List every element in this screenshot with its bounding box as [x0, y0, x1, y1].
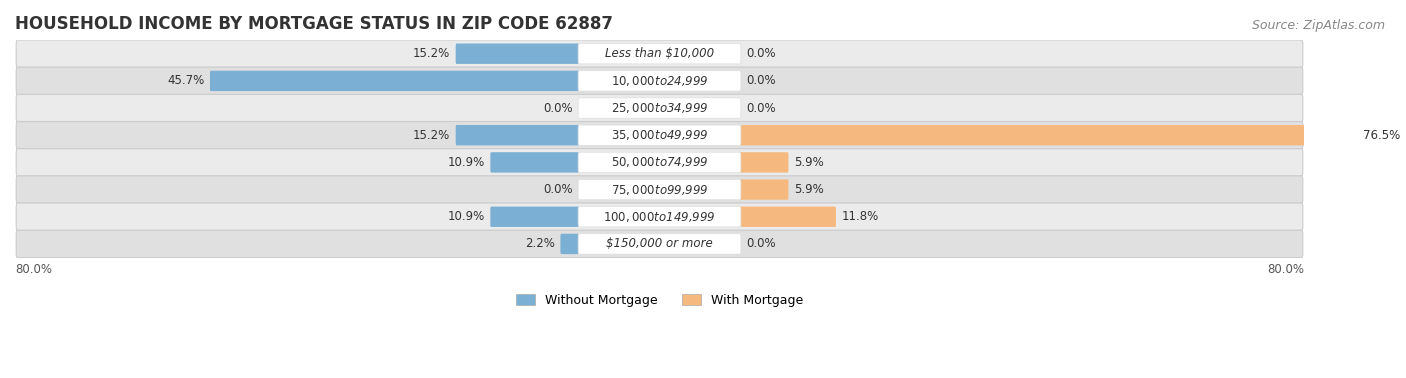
FancyBboxPatch shape — [456, 125, 579, 146]
Text: 11.8%: 11.8% — [842, 210, 879, 223]
FancyBboxPatch shape — [561, 234, 579, 254]
FancyBboxPatch shape — [17, 176, 1303, 203]
FancyBboxPatch shape — [17, 203, 1303, 231]
Text: 2.2%: 2.2% — [524, 237, 555, 251]
Text: $150,000 or more: $150,000 or more — [606, 237, 713, 251]
Text: $10,000 to $24,999: $10,000 to $24,999 — [610, 74, 709, 88]
Text: 15.2%: 15.2% — [413, 129, 450, 142]
Text: $35,000 to $49,999: $35,000 to $49,999 — [610, 128, 709, 142]
FancyBboxPatch shape — [578, 43, 741, 64]
FancyBboxPatch shape — [578, 152, 741, 173]
FancyBboxPatch shape — [491, 152, 579, 173]
Text: $100,000 to $149,999: $100,000 to $149,999 — [603, 210, 716, 224]
FancyBboxPatch shape — [209, 71, 579, 91]
Text: 45.7%: 45.7% — [167, 74, 204, 87]
FancyBboxPatch shape — [578, 71, 741, 91]
Text: 15.2%: 15.2% — [413, 47, 450, 60]
FancyBboxPatch shape — [17, 230, 1303, 258]
Text: 10.9%: 10.9% — [447, 156, 485, 169]
FancyBboxPatch shape — [17, 40, 1303, 67]
FancyBboxPatch shape — [491, 206, 579, 227]
FancyBboxPatch shape — [578, 125, 741, 146]
Text: 76.5%: 76.5% — [1362, 129, 1400, 142]
FancyBboxPatch shape — [740, 206, 837, 227]
Text: $75,000 to $99,999: $75,000 to $99,999 — [610, 183, 709, 197]
FancyBboxPatch shape — [17, 121, 1303, 149]
Text: 10.9%: 10.9% — [447, 210, 485, 223]
Legend: Without Mortgage, With Mortgage: Without Mortgage, With Mortgage — [510, 289, 808, 312]
FancyBboxPatch shape — [17, 94, 1303, 122]
Text: 80.0%: 80.0% — [15, 263, 52, 276]
Text: $25,000 to $34,999: $25,000 to $34,999 — [610, 101, 709, 115]
FancyBboxPatch shape — [578, 234, 741, 254]
FancyBboxPatch shape — [17, 149, 1303, 176]
FancyBboxPatch shape — [740, 125, 1357, 146]
Text: 5.9%: 5.9% — [794, 183, 824, 196]
Text: 5.9%: 5.9% — [794, 156, 824, 169]
FancyBboxPatch shape — [578, 98, 741, 118]
FancyBboxPatch shape — [740, 180, 789, 200]
FancyBboxPatch shape — [456, 43, 579, 64]
FancyBboxPatch shape — [578, 180, 741, 200]
Text: Source: ZipAtlas.com: Source: ZipAtlas.com — [1251, 19, 1385, 32]
Text: 0.0%: 0.0% — [747, 102, 776, 115]
Text: 0.0%: 0.0% — [543, 102, 572, 115]
Text: Less than $10,000: Less than $10,000 — [605, 47, 714, 60]
FancyBboxPatch shape — [740, 152, 789, 173]
Text: 0.0%: 0.0% — [747, 237, 776, 251]
Text: HOUSEHOLD INCOME BY MORTGAGE STATUS IN ZIP CODE 62887: HOUSEHOLD INCOME BY MORTGAGE STATUS IN Z… — [15, 15, 613, 33]
Text: 0.0%: 0.0% — [747, 74, 776, 87]
Text: 0.0%: 0.0% — [747, 47, 776, 60]
FancyBboxPatch shape — [578, 206, 741, 227]
Text: 0.0%: 0.0% — [543, 183, 572, 196]
FancyBboxPatch shape — [17, 67, 1303, 94]
Text: 80.0%: 80.0% — [1267, 263, 1303, 276]
Text: $50,000 to $74,999: $50,000 to $74,999 — [610, 155, 709, 169]
